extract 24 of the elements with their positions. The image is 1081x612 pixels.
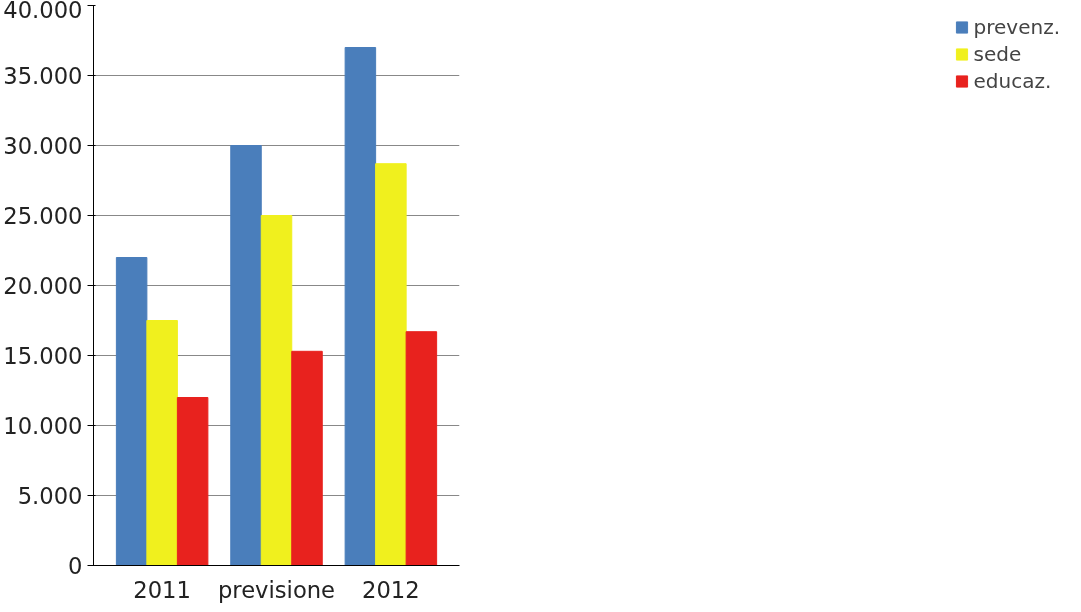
y-tick-label: 20.000	[3, 273, 83, 299]
legend-label: prevenz.	[973, 15, 1060, 39]
x-tick-label: 2012	[362, 576, 420, 603]
y-tick-label: 35.000	[3, 63, 83, 89]
bar	[291, 350, 323, 566]
bar	[405, 331, 438, 566]
bar	[230, 145, 262, 566]
y-tick-label: 40.000	[3, 0, 83, 23]
y-tick-label: 10.000	[3, 413, 83, 439]
x-tick-label: previsione	[217, 576, 336, 603]
y-tick-label: 30.000	[3, 133, 83, 159]
bar	[115, 257, 148, 566]
y-tick-label: 5.000	[17, 483, 83, 509]
y-tick-label: 25.000	[3, 203, 83, 229]
x-tick-label: 2011	[133, 576, 191, 603]
legend-label: sede	[973, 42, 1022, 66]
legend-label: educaz.	[973, 69, 1052, 93]
bar	[375, 163, 407, 566]
y-tick-label: 0	[68, 553, 83, 579]
y-tick-label: 15.000	[3, 343, 83, 369]
bar	[260, 215, 293, 566]
bar	[344, 47, 377, 566]
bar	[146, 320, 178, 566]
bar	[176, 397, 209, 566]
